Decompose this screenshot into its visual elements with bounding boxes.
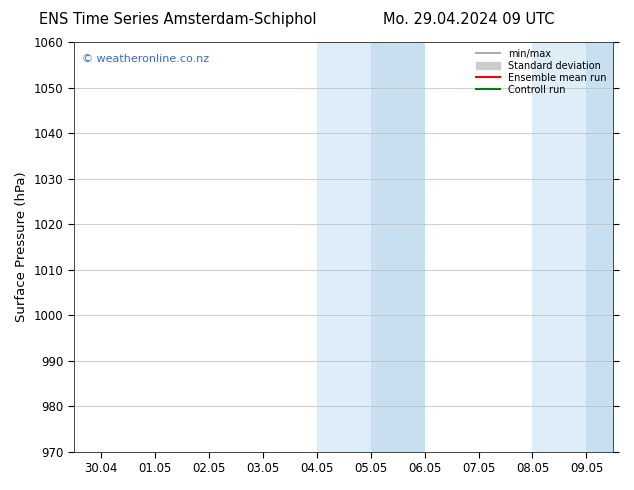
Bar [533,42,614,452]
Text: ENS Time Series Amsterdam-Schiphol: ENS Time Series Amsterdam-Schiphol [39,12,316,27]
Y-axis label: Surface Pressure (hPa): Surface Pressure (hPa) [15,172,28,322]
Legend: min/max, Standard deviation, Ensemble mean run, Controll run: min/max, Standard deviation, Ensemble me… [472,45,611,98]
Text: © weatheronline.co.nz: © weatheronline.co.nz [82,54,209,64]
Text: Mo. 29.04.2024 09 UTC: Mo. 29.04.2024 09 UTC [384,12,555,27]
Bar [370,42,425,452]
Bar [316,42,425,452]
Bar [586,42,614,452]
